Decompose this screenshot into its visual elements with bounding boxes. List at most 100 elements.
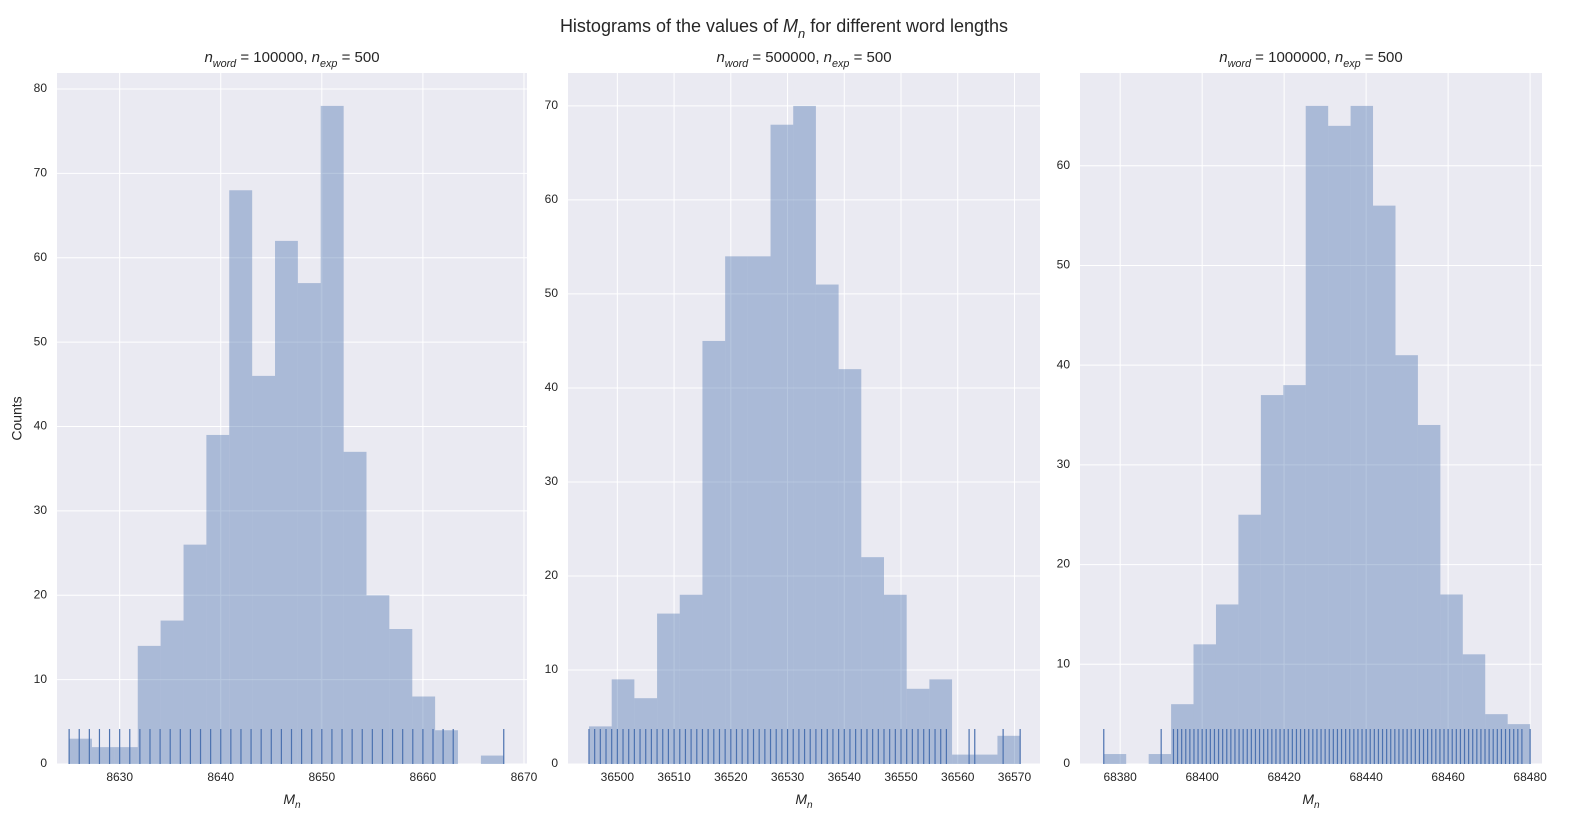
bar [747,256,771,764]
subscript: n [1314,800,1320,811]
y-tick-label: 30 [545,474,559,488]
title-part: = 500 [1361,49,1403,66]
x-tick-label: 8660 [410,770,437,784]
bar [343,451,367,764]
bar [114,747,138,764]
bar [69,738,92,764]
y-tick-label: 50 [34,334,48,348]
bar [1103,754,1127,764]
x-tick-label: 68460 [1431,770,1465,784]
y-tick-label: 40 [1057,357,1071,371]
title-part: n [716,49,724,66]
bar [1260,395,1284,764]
bar [1193,644,1216,764]
x-axis-label: Mn [283,791,301,811]
x-tick-label: 8650 [308,770,335,784]
x-tick-label: 36510 [657,770,691,784]
title-part: M [1302,791,1314,807]
bar [91,747,115,764]
bar [320,105,344,764]
bar [160,620,184,764]
bar [1507,724,1531,764]
plot-background [1080,73,1542,764]
title-part: n [1219,49,1227,66]
bar [1350,105,1374,764]
title-part: = 500 [337,49,379,66]
subscript: word [1228,58,1252,70]
x-tick-label: 36550 [884,770,918,784]
x-tick-label: 68480 [1513,770,1547,784]
title-part: M [283,791,295,807]
bar [1328,125,1351,764]
bar [1305,105,1329,764]
y-tick-label: 30 [1057,457,1071,471]
bar [861,557,884,764]
bar [1238,514,1261,764]
title-part: = 500000, [748,49,823,66]
title-part: M [795,791,807,807]
bar [389,629,413,764]
bar [702,340,726,764]
title-part: Histograms of the values of [560,16,783,36]
bar [1171,704,1194,764]
x-axis-label: Mn [1302,791,1320,811]
subscript: exp [832,58,849,70]
x-tick-label: 36540 [828,770,862,784]
plot-background [57,73,527,764]
y-tick-label: 70 [545,98,559,112]
x-tick-label: 8630 [106,770,133,784]
x-tick-label: 68380 [1103,770,1137,784]
bar [974,754,998,764]
bar [725,256,748,764]
bar [838,369,862,764]
title-part: n [824,49,832,66]
bar [883,594,907,764]
y-tick-label: 0 [551,756,558,770]
y-tick-label: 50 [1057,258,1071,272]
bar [1215,604,1239,764]
y-tick-label: 60 [34,250,48,264]
subscript: n [295,800,301,811]
subscript: n [807,800,813,811]
y-tick-label: 10 [34,672,48,686]
title-part: = 1000000, [1251,49,1335,66]
chart-title: nword = 500000, nexp = 500 [716,49,891,70]
bar [297,283,321,764]
y-tick-label: 10 [1057,656,1071,670]
y-tick-label: 10 [545,662,559,676]
subscript: word [725,58,749,70]
y-tick-label: 50 [545,286,559,300]
bar [275,240,298,764]
x-tick-label: 68400 [1185,770,1219,784]
title-part: for different word lengths [805,16,1008,36]
bar [1283,385,1306,764]
y-tick-label: 40 [34,419,48,433]
x-tick-label: 68440 [1349,770,1383,784]
bar [252,375,276,764]
y-tick-label: 20 [545,568,559,582]
bar [183,544,207,764]
bar [793,105,816,764]
bar [435,730,458,764]
bar [480,755,504,764]
bar [1373,205,1396,765]
bar [206,434,230,764]
x-tick-label: 8670 [511,770,538,784]
bar [137,645,161,764]
bar [1462,654,1486,764]
x-tick-label: 8640 [207,770,234,784]
bar [657,613,680,764]
x-axis-label: Mn [795,791,813,811]
y-axis-label: Counts [9,396,25,440]
title-part: n [312,49,320,66]
title-part: n [204,49,212,66]
plot-background [568,73,1040,764]
bar [1417,424,1441,764]
y-tick-label: 20 [1057,557,1071,571]
y-tick-label: 80 [34,81,48,95]
y-tick-label: 20 [34,587,48,601]
bar [679,594,703,764]
bar [952,754,975,764]
